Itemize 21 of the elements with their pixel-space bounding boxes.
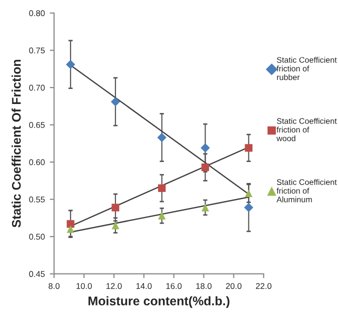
x-tick-label: 8.0 [48, 283, 60, 289]
y-tick-label: 0.50 [29, 234, 45, 240]
x-tick-label: 10.0 [76, 283, 92, 289]
y-axis-title: Static Coefficient Of Friction [12, 60, 21, 228]
y-tick-label: 0.80 [29, 10, 45, 16]
y-tick-label: 0.65 [29, 122, 45, 128]
x-axis-title: Moisture content(%d.b.) [88, 296, 230, 308]
x-tick-label: 20.0 [226, 283, 242, 289]
legend-label: Static Coefficient friction of rubber [276, 56, 337, 80]
x-tick-label: 22.0 [256, 283, 272, 289]
legend-label: Static Coefficient friction of Aluminum [276, 179, 337, 202]
x-tick-label: 18.0 [196, 283, 212, 289]
x-tick-label: 16.0 [166, 283, 182, 289]
y-tick-label: 0.70 [29, 84, 45, 91]
y-tick-label: 0.55 [29, 196, 45, 202]
y-tick-label: 0.60 [29, 159, 45, 166]
x-tick-label: 14.0 [136, 283, 152, 289]
legend-label: Static Coefficient friction of wood [276, 118, 337, 142]
y-tick-label: 0.75 [29, 48, 45, 54]
x-tick-label: 12.0 [106, 283, 122, 289]
y-tick-label: 0.45 [29, 271, 45, 277]
